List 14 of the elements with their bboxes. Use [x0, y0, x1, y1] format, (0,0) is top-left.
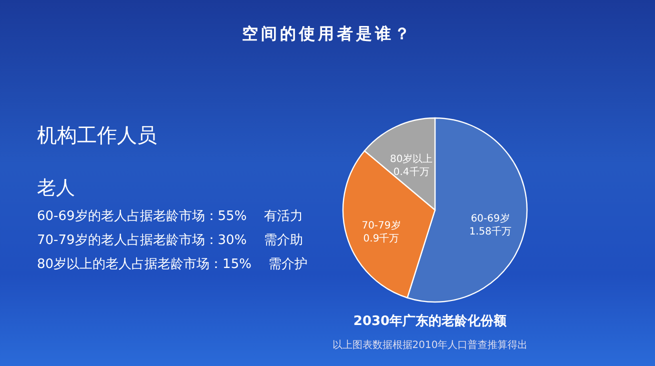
chart-title: 空间的使用者是谁？	[241, 24, 414, 45]
text: 老人	[37, 176, 76, 201]
text: 机构工作人员	[37, 122, 158, 149]
data-label: 1.58千万	[469, 226, 512, 238]
data-label: 0.4千万	[393, 166, 430, 178]
text: 以上图表数据根据2010年人口普查推算得出	[331, 338, 529, 352]
text: 80岁以上的老人占据老龄市场：15% 需介护	[37, 256, 308, 273]
text: 70-79岁的老人占据老龄市场：30% 需介助	[37, 232, 304, 249]
text: 2030年广东的老龄化份额	[352, 312, 508, 330]
slice-label: 70-79岁	[362, 220, 401, 232]
text: 60-69岁的老人占据老龄市场：55% 有活力	[37, 208, 304, 225]
slice-label: 80岁以上	[390, 153, 433, 166]
data-label: 0.9千万	[363, 232, 400, 245]
slice-label: 60-69岁	[470, 212, 510, 225]
